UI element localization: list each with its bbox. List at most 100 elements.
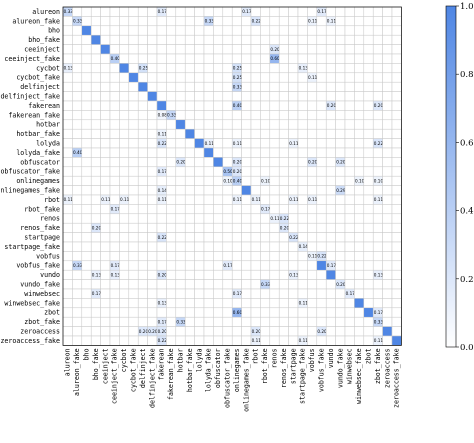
heatmap-cell [156, 251, 167, 262]
heatmap-cell [316, 298, 327, 309]
heatmap-cell [269, 251, 280, 262]
x-tick-label: zbot [365, 348, 373, 364]
cell-value-label: 0.13 [289, 272, 299, 277]
heatmap-cell [325, 81, 336, 92]
heatmap-cell [307, 185, 318, 196]
y-tick-label: zeroaccess_fake [0, 337, 60, 345]
heatmap-cell [100, 204, 111, 215]
heatmap-cell [307, 110, 318, 121]
heatmap-cell [269, 16, 280, 27]
heatmap-cell [325, 185, 336, 196]
heatmap-cell [316, 185, 327, 196]
x-tick-label: ceeinject [101, 348, 109, 384]
cell-value-label: 0.20 [252, 329, 262, 334]
x-tick-label: startpage_fake [299, 348, 307, 404]
heatmap-cell [62, 204, 73, 215]
heatmap-cell [307, 34, 318, 45]
heatmap-cell [147, 16, 158, 27]
y-tick-label: winwebsec_fake [4, 299, 60, 307]
heatmap-cell [269, 298, 280, 309]
heatmap-cell [100, 72, 111, 83]
heatmap-cell [137, 138, 148, 149]
heatmap-cell [166, 307, 177, 318]
heatmap-cell [363, 157, 374, 168]
heatmap-cell [260, 91, 271, 102]
heatmap-cell [391, 298, 402, 309]
heatmap-cell [119, 213, 130, 224]
heatmap-cell [391, 119, 402, 130]
cell-value-label: 0.11 [64, 197, 74, 202]
cell-value-label: 0.20 [158, 272, 168, 277]
heatmap-cell [62, 166, 73, 177]
heatmap-cell [372, 110, 383, 121]
heatmap-cell [72, 316, 83, 327]
heatmap-cell [90, 128, 101, 139]
heatmap-cell [100, 326, 111, 337]
heatmap-cell [363, 16, 374, 27]
heatmap-cell [354, 72, 365, 83]
heatmap-cell [81, 25, 92, 36]
heatmap-cell [307, 260, 318, 271]
heatmap-cell [213, 16, 224, 27]
heatmap-cell [175, 194, 186, 205]
heatmap-cell [147, 81, 158, 92]
heatmap-cell [250, 204, 261, 215]
heatmap-cell [297, 213, 308, 224]
heatmap-cell [81, 279, 92, 290]
heatmap-cell [184, 72, 195, 83]
heatmap-cell [316, 204, 327, 215]
heatmap-cell [137, 232, 148, 243]
heatmap-cell [147, 241, 158, 252]
heatmap-cell [100, 25, 111, 36]
heatmap-cell [250, 63, 261, 74]
heatmap-cell [166, 100, 177, 111]
heatmap-cell [325, 53, 336, 64]
heatmap-cell [297, 279, 308, 290]
heatmap-cell [391, 44, 402, 55]
heatmap-cell [354, 316, 365, 327]
heatmap-cell [382, 251, 393, 262]
x-tick-label: alureon [64, 348, 72, 376]
heatmap-cell [128, 251, 139, 262]
heatmap-cell [156, 119, 167, 130]
heatmap-cell [269, 316, 280, 327]
heatmap-cell [241, 185, 252, 196]
heatmap-cell [372, 204, 383, 215]
heatmap-cell [297, 260, 308, 271]
heatmap-cell [213, 44, 224, 55]
heatmap-cell [363, 204, 374, 215]
heatmap-cell [203, 53, 214, 64]
heatmap-cell [213, 157, 224, 168]
cell-value-label: 0.33 [64, 9, 74, 14]
heatmap-cell [231, 119, 242, 130]
heatmap-cell [382, 298, 393, 309]
heatmap-cell [241, 119, 252, 130]
heatmap-cell [137, 335, 148, 346]
heatmap-cell [147, 298, 158, 309]
heatmap-cell [213, 63, 224, 74]
heatmap-cell [81, 232, 92, 243]
y-tick-label: cycbot [36, 64, 60, 72]
cell-value-label: 0.22 [289, 235, 299, 240]
heatmap-cell [231, 185, 242, 196]
x-tick-label: ceeinject_fake [111, 348, 119, 404]
heatmap-cell [354, 81, 365, 92]
heatmap-cell [344, 138, 355, 149]
heatmap-cell [297, 81, 308, 92]
heatmap-cell [316, 260, 327, 271]
heatmap-cell [307, 25, 318, 36]
heatmap-cell [382, 241, 393, 252]
heatmap-cell [166, 119, 177, 130]
heatmap-cell [166, 91, 177, 102]
heatmap-cell [325, 72, 336, 83]
heatmap-cell [81, 204, 92, 215]
cell-value-label: 0.11 [327, 19, 337, 24]
heatmap-cell [288, 100, 299, 111]
heatmap-cell [194, 241, 205, 252]
heatmap-cell [307, 147, 318, 158]
heatmap-cell [90, 53, 101, 64]
heatmap-cell [297, 72, 308, 83]
heatmap-cell [194, 34, 205, 45]
heatmap-cell [241, 53, 252, 64]
heatmap-cell [241, 128, 252, 139]
